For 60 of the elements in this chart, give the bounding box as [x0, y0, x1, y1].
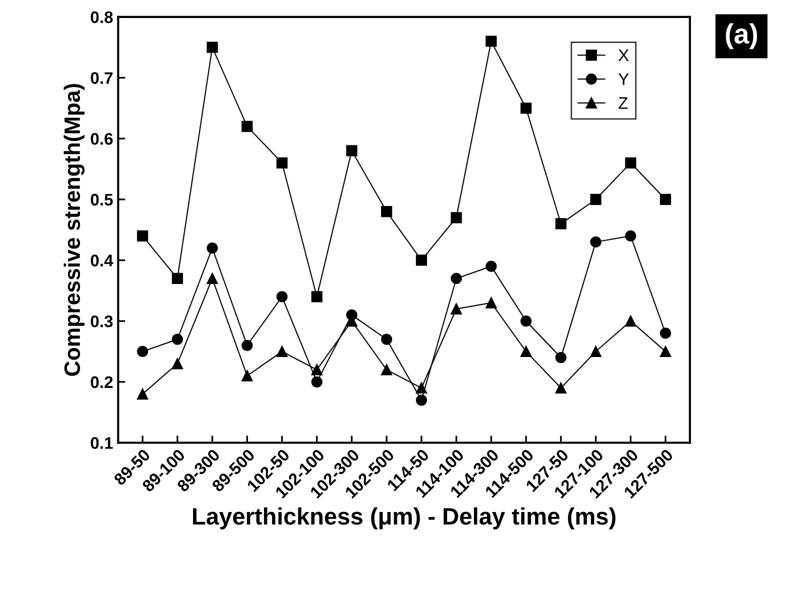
- point: [242, 340, 253, 351]
- point: [311, 291, 322, 302]
- point: [276, 346, 288, 358]
- y-tick-label: 0.4: [90, 254, 114, 266]
- point: [137, 346, 148, 358]
- point: [555, 382, 566, 394]
- point: [625, 230, 636, 242]
- point: [346, 145, 358, 156]
- point: [206, 242, 218, 254]
- point: [450, 212, 462, 224]
- point: [137, 388, 148, 400]
- point: [206, 42, 218, 53]
- point: [486, 297, 497, 308]
- y-tick-label: 0.8: [90, 11, 113, 24]
- point: [520, 346, 532, 358]
- point: [590, 194, 602, 205]
- point: [172, 272, 183, 284]
- y-tick-label: 0.2: [90, 376, 113, 388]
- point: [416, 394, 428, 406]
- point: [590, 346, 602, 358]
- point: [172, 334, 183, 345]
- point: [486, 260, 497, 272]
- y-tick-label: 0.3: [90, 315, 113, 328]
- point: [520, 316, 532, 327]
- point: [450, 303, 462, 314]
- point: [172, 358, 183, 370]
- point: [276, 157, 288, 168]
- y-tick-label: 0.7: [90, 72, 113, 84]
- point: [381, 364, 392, 376]
- point: [242, 370, 253, 382]
- point: [660, 346, 672, 358]
- point: [555, 218, 566, 230]
- legend-label: Z: [618, 97, 628, 109]
- legend-label: Y: [618, 73, 629, 85]
- point: [416, 254, 428, 266]
- text: (a): [726, 23, 758, 50]
- point: [381, 206, 392, 218]
- point: [660, 194, 672, 205]
- y-tick-label: 0.6: [90, 132, 113, 145]
- point: [590, 236, 602, 248]
- point: [625, 157, 636, 168]
- point: [276, 291, 288, 302]
- point: [311, 364, 322, 376]
- point: [242, 120, 253, 132]
- point: [520, 102, 532, 114]
- point: [206, 272, 218, 284]
- point: [660, 328, 672, 339]
- point: [381, 334, 392, 345]
- point: [311, 376, 322, 388]
- point: [450, 272, 462, 284]
- y-tick-label: 0.1: [90, 437, 113, 449]
- y-axis-title: Compressive strength(Mpa): [64, 84, 85, 376]
- legend-label: X: [618, 50, 629, 62]
- y-tick-label: 0.5: [90, 194, 113, 206]
- x-axis-title: Layerthickness (μm) - Delay time (ms): [193, 507, 616, 530]
- point: [625, 316, 636, 327]
- point: [486, 36, 497, 47]
- point: [555, 352, 566, 364]
- point: [416, 382, 428, 394]
- point: [137, 230, 148, 242]
